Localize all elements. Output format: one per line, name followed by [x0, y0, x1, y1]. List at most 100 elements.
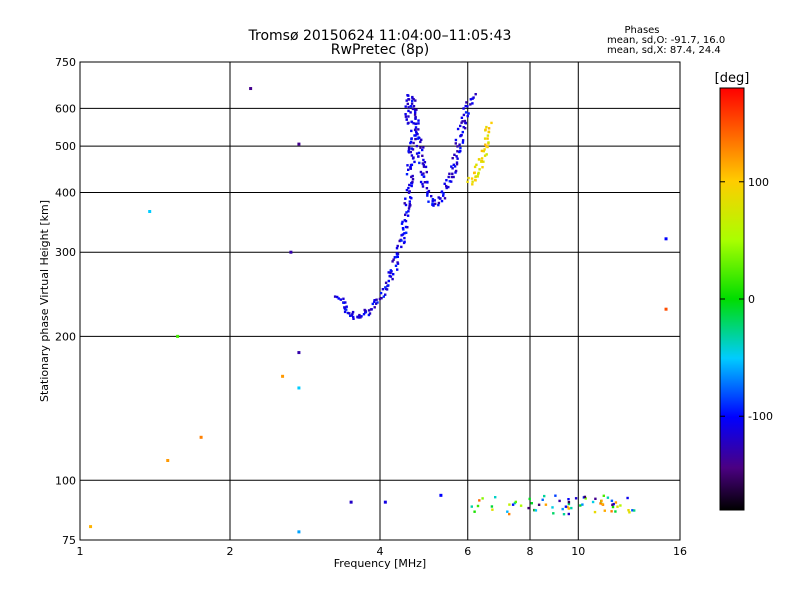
data-point [415, 130, 418, 134]
data-points [89, 87, 668, 534]
data-point [611, 505, 615, 509]
data-point [411, 99, 414, 103]
data-point [664, 307, 668, 311]
data-point [454, 169, 458, 173]
data-point [426, 192, 429, 195]
data-point [599, 502, 602, 505]
data-point [345, 305, 348, 308]
data-point [384, 281, 388, 284]
data-point [456, 157, 459, 160]
data-point [567, 502, 571, 506]
data-point [414, 128, 417, 131]
x-axis-label: Frequency [MHz] [334, 557, 426, 570]
data-point [297, 386, 301, 390]
data-point [472, 96, 475, 99]
data-point [442, 194, 445, 197]
data-point [375, 298, 378, 301]
data-point [552, 512, 555, 515]
data-point [414, 122, 417, 126]
data-point [364, 309, 367, 313]
data-point [351, 312, 354, 316]
y-tick-label: 75 [62, 534, 76, 547]
data-point [478, 158, 481, 161]
colorbar-label: [deg] [715, 71, 750, 86]
data-point [412, 98, 415, 101]
chart-title: Tromsø 20150624 11:04:00–11:05:43 [248, 28, 512, 44]
data-point [480, 160, 483, 163]
data-point [564, 505, 568, 508]
data-point [368, 312, 372, 315]
data-point [414, 117, 417, 120]
data-point [425, 187, 429, 190]
data-point [351, 310, 355, 314]
data-point [297, 351, 301, 355]
data-point [478, 499, 481, 502]
data-point [387, 284, 390, 287]
data-point [380, 297, 383, 300]
y-axis-label: Stationary phase Virtual Height [km] [38, 200, 51, 402]
data-point [342, 301, 345, 304]
data-point [382, 295, 385, 298]
data-point [373, 299, 376, 302]
data-point [407, 168, 410, 171]
data-point [421, 154, 424, 157]
data-point [413, 160, 416, 164]
data-point [469, 103, 472, 106]
data-point [410, 102, 414, 105]
data-point [631, 509, 634, 512]
data-point [344, 301, 347, 304]
data-point [456, 150, 459, 153]
data-point [412, 141, 415, 145]
data-point [467, 112, 470, 115]
data-point [297, 142, 301, 146]
data-point [451, 157, 454, 160]
data-point [541, 498, 544, 501]
data-point [440, 190, 444, 193]
data-point [469, 98, 472, 101]
data-point [450, 165, 453, 168]
colorbar-ticks: -100 0 100 [720, 176, 773, 423]
data-point [297, 530, 301, 534]
data-point [89, 525, 93, 529]
data-point [475, 163, 478, 166]
data-point [461, 130, 464, 134]
data-point [417, 119, 420, 122]
data-point [415, 108, 418, 111]
data-point [466, 105, 469, 108]
data-point [482, 150, 485, 153]
phases-heading: Phases [624, 25, 659, 36]
data-point [519, 504, 523, 507]
x-tick-label: 4 [377, 545, 384, 558]
data-point [352, 317, 355, 320]
data-point [392, 258, 395, 261]
data-point [369, 308, 373, 311]
data-point [407, 186, 410, 190]
data-point [392, 273, 395, 276]
data-point [412, 122, 415, 125]
data-point [415, 144, 419, 148]
data-point [419, 140, 422, 144]
data-point [477, 171, 480, 175]
data-point [339, 298, 342, 301]
data-point [400, 239, 403, 242]
data-point [466, 180, 469, 183]
data-point [414, 134, 417, 137]
data-point [409, 150, 412, 154]
data-point [396, 255, 399, 258]
data-point [583, 495, 587, 499]
y-tick-label: 300 [55, 246, 76, 259]
colorbar-tick-label: -100 [748, 410, 773, 423]
data-point [148, 210, 152, 214]
data-point [574, 497, 578, 500]
x-tick-label: 10 [571, 545, 585, 558]
data-point [405, 118, 408, 121]
data-point [593, 510, 597, 514]
data-point [417, 151, 421, 155]
data-point [422, 172, 425, 175]
data-point [562, 513, 566, 516]
data-point [384, 286, 387, 289]
data-point [459, 124, 462, 128]
data-point [481, 166, 484, 169]
data-point [473, 165, 477, 169]
data-point [407, 150, 410, 153]
